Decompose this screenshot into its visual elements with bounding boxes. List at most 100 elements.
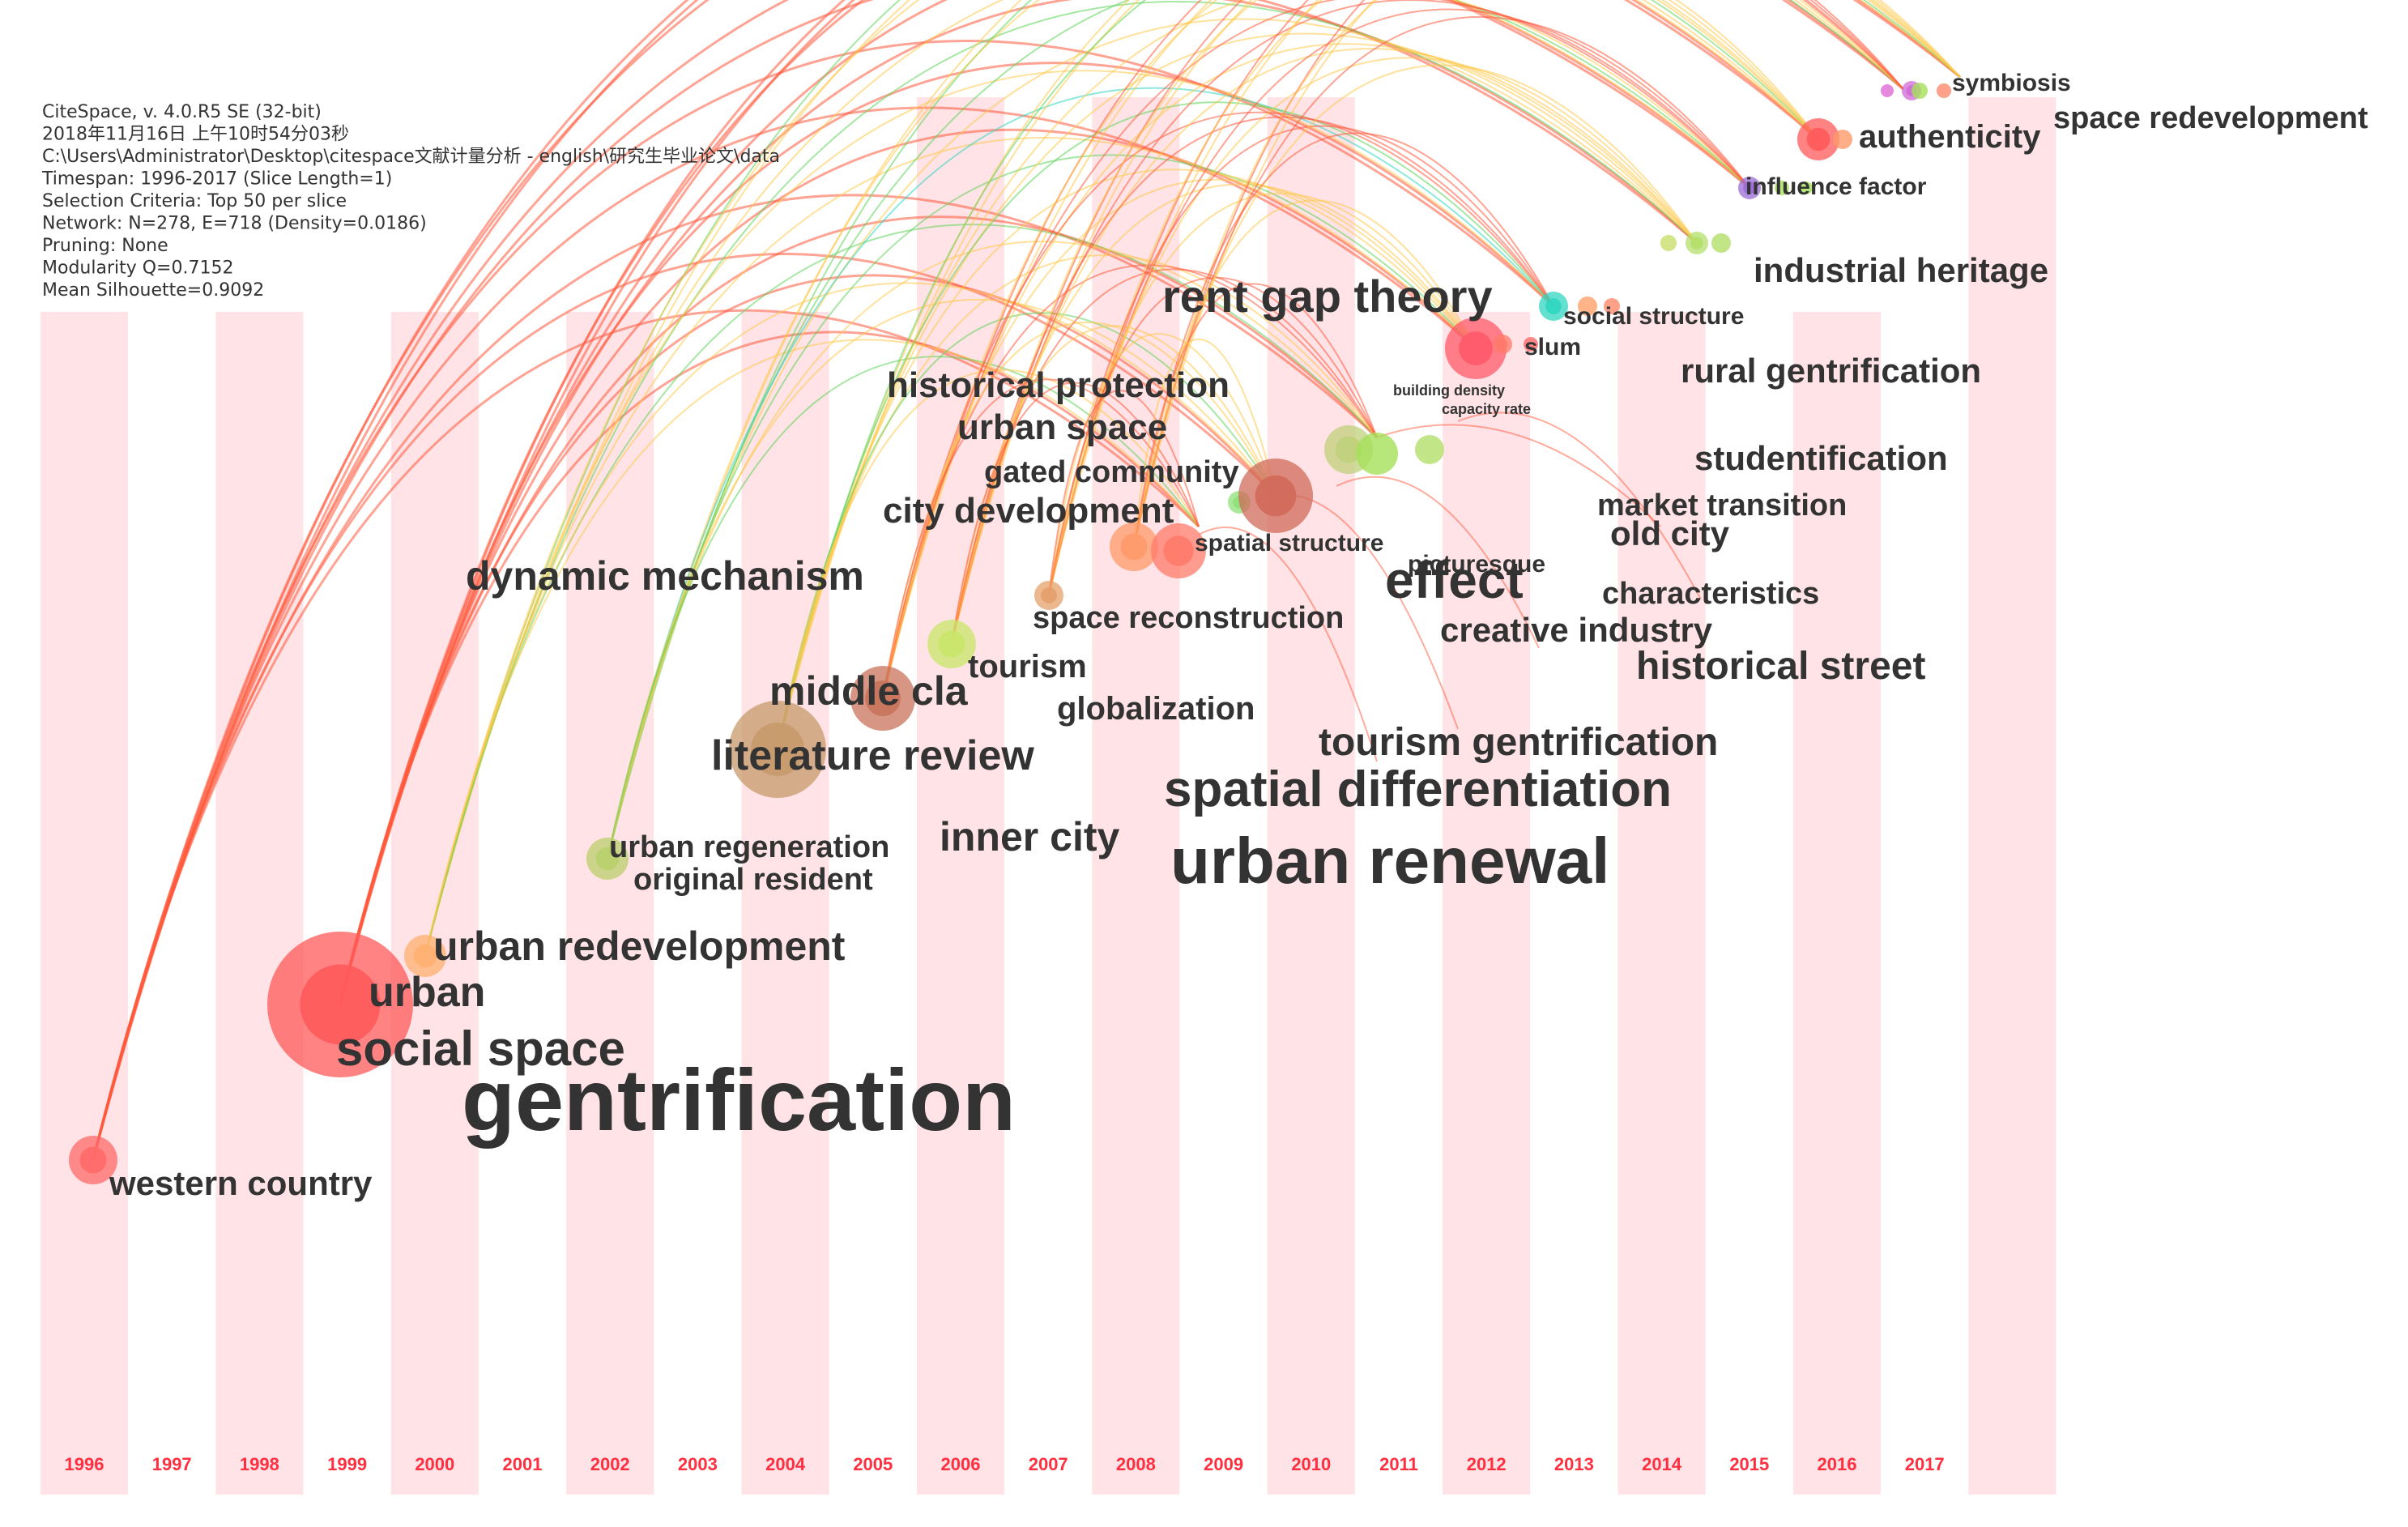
- link-arc: [424, 137, 1477, 957]
- link-arc: [1048, 192, 1477, 596]
- keyword-label-urban-regeneration[interactable]: urban regeneration: [609, 830, 889, 864]
- keyword-label-creative-industry[interactable]: creative industry: [1440, 611, 1713, 649]
- minor-node[interactable]: [1711, 233, 1731, 253]
- year-label-2002: 2002: [590, 1454, 630, 1474]
- keyword-label-tourism[interactable]: tourism: [968, 649, 1087, 685]
- link-arc: [92, 0, 1961, 1161]
- year-band-1996: [40, 312, 128, 1495]
- link-arc: [607, 356, 1200, 859]
- keyword-label-rent-gap-theory[interactable]: rent gap theory: [1162, 271, 1493, 322]
- keyword-label-city-development[interactable]: city development: [883, 491, 1174, 531]
- keyword-label-symbiosis[interactable]: symbiosis: [1952, 70, 2071, 96]
- keyword-label-gated-community[interactable]: gated community: [984, 455, 1239, 489]
- info-line-1: CiteSpace, v. 4.0.R5 SE (32-bit): [42, 102, 322, 122]
- minor-node[interactable]: [1911, 83, 1928, 99]
- minor-node[interactable]: [1524, 337, 1538, 352]
- keyword-label-gentrification[interactable]: gentrification: [462, 1051, 1016, 1149]
- year-band-2004: [741, 312, 829, 1495]
- year-label-1997: 1997: [152, 1454, 192, 1474]
- node-core-space-reconstruction: [1041, 587, 1057, 604]
- minor-node[interactable]: [1800, 181, 1813, 194]
- minor-node[interactable]: [1775, 181, 1789, 195]
- keyword-label-influence-factor[interactable]: influence factor: [1745, 173, 1927, 200]
- minor-node[interactable]: [1881, 84, 1894, 97]
- link-arc: [607, 299, 1276, 859]
- year-label-2014: 2014: [1642, 1454, 1682, 1474]
- info-line-5: Selection Criteria: Top 50 per slice: [42, 191, 347, 211]
- year-label-2010: 2010: [1291, 1454, 1331, 1474]
- keyword-label-dynamic-mechanism[interactable]: dynamic mechanism: [466, 553, 864, 599]
- link-arc: [92, 106, 1477, 1161]
- keyword-label-urban-redevelopment[interactable]: urban redevelopment: [433, 923, 846, 969]
- keyword-label-capacity-rate[interactable]: capacity rate: [1442, 401, 1531, 417]
- keyword-label-industrial-heritage[interactable]: industrial heritage: [1754, 251, 2048, 289]
- minor-node[interactable]: [1578, 296, 1597, 316]
- keyword-label-building-density[interactable]: building density: [1393, 382, 1505, 399]
- minor-node[interactable]: [1833, 130, 1852, 149]
- keyword-label-original-resident[interactable]: original resident: [633, 863, 873, 897]
- keyword-label-historical-protection[interactable]: historical protection: [887, 365, 1230, 405]
- keyword-label-inner-city[interactable]: inner city: [940, 814, 1119, 859]
- keyword-label-authenticity[interactable]: authenticity: [1859, 119, 2041, 155]
- minor-node[interactable]: [1604, 298, 1620, 314]
- keyword-label-tourism-gentrification[interactable]: tourism gentrification: [1319, 721, 1718, 764]
- keyword-label-studentification[interactable]: studentification: [1694, 439, 1948, 477]
- keyword-label-historical-street[interactable]: historical street: [1636, 645, 1925, 688]
- keyword-label-characteristics[interactable]: characteristics: [1602, 577, 1819, 611]
- year-label-2016: 2016: [1818, 1454, 1857, 1474]
- year-band-1998: [215, 312, 304, 1495]
- minor-node[interactable]: [1356, 433, 1398, 475]
- link-arc: [92, 0, 1819, 1161]
- link-arc: [1376, 424, 1661, 527]
- keyword-label-spatial-differentiation[interactable]: spatial differentiation: [1164, 761, 1672, 817]
- info-line-3: C:\Users\Administrator\Desktop\citespace…: [42, 147, 780, 167]
- keyword-label-spatial-structure[interactable]: spatial structure: [1195, 530, 1383, 557]
- link-arc: [339, 331, 1200, 1005]
- year-label-2001: 2001: [503, 1454, 543, 1474]
- year-band-2002: [566, 312, 654, 1495]
- keyword-label-space-reconstruction[interactable]: space reconstruction: [1033, 601, 1344, 635]
- keyword-label-urban-renewal[interactable]: urban renewal: [1170, 825, 1609, 897]
- year-label-2011: 2011: [1379, 1454, 1418, 1474]
- keyword-label-rural-gentrification[interactable]: rural gentrification: [1681, 352, 1981, 390]
- keyword-label-old-city[interactable]: old city: [1610, 514, 1730, 552]
- year-band-2014: [1617, 312, 1706, 1495]
- keyword-label-globalization[interactable]: globalization: [1057, 691, 1255, 727]
- link-arc: [607, 0, 1961, 859]
- link-arc: [424, 224, 1378, 957]
- keyword-label-social-space[interactable]: social space: [336, 1022, 625, 1076]
- minor-node[interactable]: [1415, 435, 1444, 464]
- link-arc: [777, 0, 1904, 750]
- keyword-label-urban[interactable]: urban: [369, 969, 485, 1016]
- link-arc: [1048, 8, 1750, 596]
- link-arc: [951, 0, 1750, 645]
- node-core-middle-cla: [865, 680, 901, 716]
- info-line-6: Network: N=278, E=718 (Density=0.0186): [42, 214, 427, 234]
- link-arc: [882, 0, 1819, 699]
- link-arc: [607, 18, 1698, 859]
- node-core-spatial-structure: [1163, 535, 1194, 566]
- keyword-label-space-redevelopment[interactable]: space redevelopment: [2053, 101, 2368, 135]
- link-arc: [339, 62, 1555, 1005]
- keyword-label-literature-review[interactable]: literature review: [711, 732, 1034, 779]
- node-core-city-development: [1120, 533, 1148, 561]
- link-arc: [92, 40, 1555, 1161]
- link-arc: [1048, 0, 1961, 596]
- year-band-2010: [1267, 97, 1355, 1495]
- keyword-label-picturesque[interactable]: picturesque: [1408, 551, 1545, 578]
- minor-node[interactable]: [1937, 83, 1951, 98]
- year-label-2009: 2009: [1204, 1454, 1243, 1474]
- keyword-label-slum[interactable]: slum: [1524, 334, 1581, 360]
- year-label-1996: 1996: [65, 1454, 104, 1474]
- keyword-label-western-country[interactable]: western country: [109, 1164, 373, 1202]
- minor-node[interactable]: [1660, 235, 1677, 251]
- keyword-label-social-structure[interactable]: social structure: [1563, 303, 1744, 330]
- keyword-label-middle-cla[interactable]: middle cla: [769, 668, 969, 714]
- node-core-industrial-heritage: [1690, 237, 1703, 250]
- link-arc: [1133, 338, 1276, 548]
- link-arc: [882, 111, 1554, 699]
- keyword-label-urban-space[interactable]: urban space: [957, 407, 1167, 447]
- keyword-label-market-transition[interactable]: market transition: [1597, 488, 1847, 523]
- keyword-label-effect[interactable]: effect: [1385, 551, 1524, 609]
